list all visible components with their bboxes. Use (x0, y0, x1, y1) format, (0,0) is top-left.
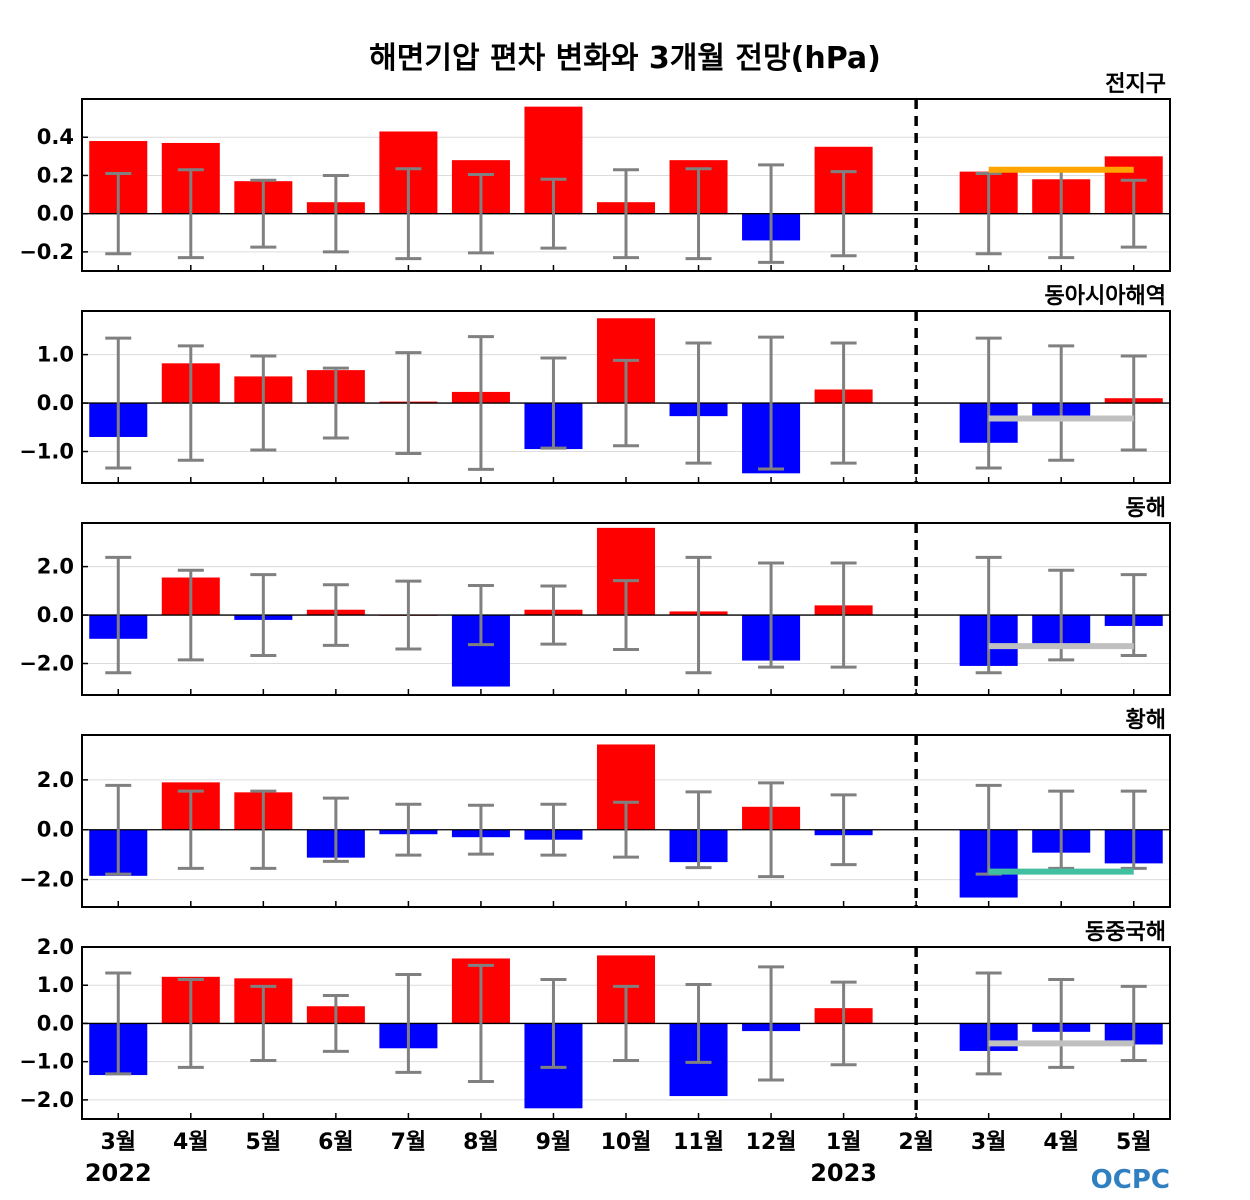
x-tick-label: 3월 (971, 1130, 1007, 1155)
x-tick-label: 4월 (173, 1130, 209, 1155)
panel-region-label: 전지구 (1105, 72, 1166, 97)
x-tick-label: 10월 (601, 1130, 652, 1155)
panel-1: 전지구 0.4 0.2 0.0 −0.2 (19, 72, 1171, 272)
year-label: 2023 (810, 1159, 877, 1187)
y-tick-label: 0.0 (37, 1011, 74, 1035)
y-tick-label: 2.0 (37, 768, 74, 792)
x-tick-label: 9월 (536, 1130, 572, 1155)
y-tick-label: 0.0 (37, 391, 74, 415)
panel-region-label: 동중국해 (1085, 920, 1166, 945)
x-tick-label: 11월 (673, 1130, 724, 1155)
y-tick-label: −2.0 (19, 868, 74, 892)
year-label: 2022 (85, 1159, 152, 1187)
x-axis: 3월 4월 5월 6월 7월 8월 9월 10월 11월 12월 1월 2월 3월 4월 5월 2022 202… (85, 1130, 1152, 1187)
chart-panels: 전지구 0.4 0.2 0.0 −0.2 동아시아해역 1.0 0.0 −1.0 동해 2.0 0.0… (19, 72, 1171, 1120)
ocpc-logo-text: OCPC (1091, 1165, 1170, 1195)
x-tick-label: 7월 (391, 1130, 427, 1155)
x-tick-label: 6월 (318, 1130, 354, 1155)
y-tick-label: 0.0 (37, 818, 74, 842)
x-tick-label: 5월 (1116, 1130, 1152, 1155)
y-tick-label: 2.0 (37, 555, 74, 579)
panel-3: 동해 2.0 0.0 −2.0 (19, 496, 1171, 696)
panel-2: 동아시아해역 1.0 0.0 −1.0 (19, 284, 1171, 484)
y-tick-label: −2.0 (19, 652, 74, 676)
y-tick-label: 1.0 (37, 973, 74, 997)
y-tick-label: 0.4 (37, 125, 74, 149)
y-tick-label: −2.0 (19, 1088, 74, 1112)
y-tick-label: 1.0 (37, 343, 74, 367)
panel-region-label: 동해 (1126, 496, 1166, 521)
y-tick-label: 0.0 (37, 202, 74, 226)
panel-4: 황해 2.0 0.0 −2.0 (19, 708, 1171, 908)
x-tick-label: 1월 (826, 1130, 862, 1155)
y-tick-label: −0.2 (19, 240, 74, 264)
y-tick-label: 2.0 (37, 935, 74, 959)
x-tick-label: 5월 (246, 1130, 282, 1155)
x-tick-label: 4월 (1043, 1130, 1079, 1155)
chart-title: 해면기압 편차 변화와 3개월 전망(hPa) (369, 41, 881, 76)
x-tick-label: 3월 (100, 1130, 136, 1155)
y-tick-label: 0.2 (37, 163, 74, 187)
ocpc-logo: OCPC (1091, 1165, 1170, 1195)
x-tick-label: 12월 (746, 1130, 797, 1155)
y-tick-label: −1.0 (19, 440, 74, 464)
panel-region-label: 동아시아해역 (1045, 284, 1166, 309)
y-tick-label: 0.0 (37, 603, 74, 627)
panel-5: 동중국해 2.0 1.0 0.0 −1.0 −2.0 (19, 920, 1171, 1120)
y-tick-label: −1.0 (19, 1050, 74, 1074)
panel-region-label: 황해 (1126, 708, 1166, 733)
x-tick-label: 8월 (463, 1130, 499, 1155)
x-tick-label: 2월 (898, 1130, 934, 1155)
